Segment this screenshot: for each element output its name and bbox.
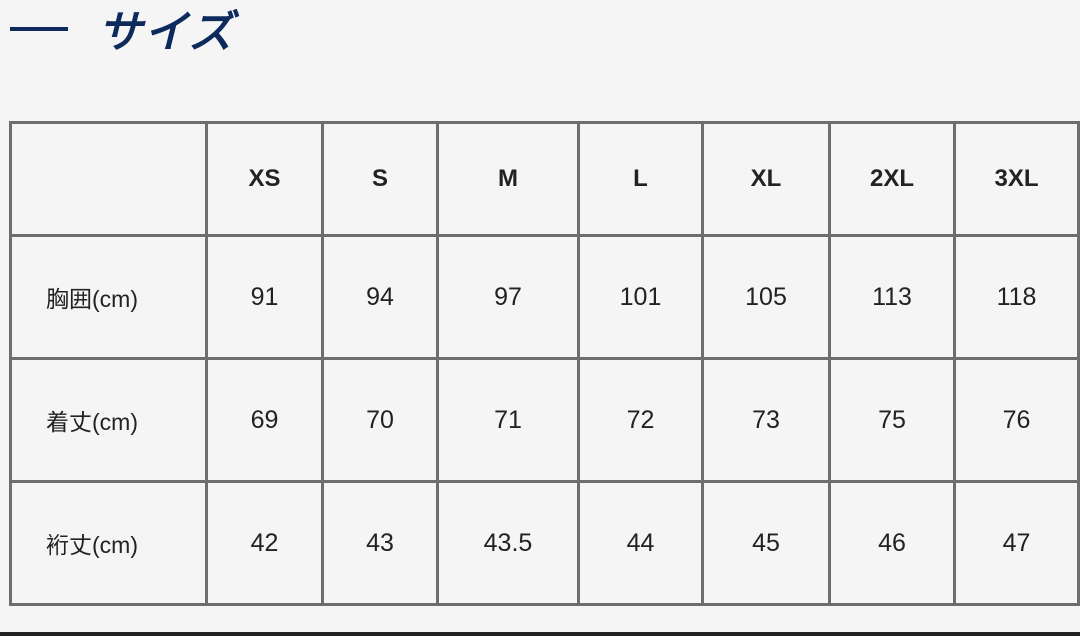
header-cell-3xl: 3XL	[953, 121, 1080, 237]
table-row-sleeve: 裄丈(cm) 42 43 43.5 44 45 46 47	[9, 480, 1080, 606]
table-cell: 118	[953, 234, 1080, 360]
header-cell-m: M	[436, 121, 580, 237]
table-cell: 76	[953, 357, 1080, 483]
header-cell-2xl: 2XL	[828, 121, 956, 237]
table-cell: 73	[701, 357, 831, 483]
table-cell: 72	[577, 357, 704, 483]
table-row-chest: 胸囲(cm) 91 94 97 101 105 113 118	[9, 234, 1080, 360]
table-row-length: 着丈(cm) 69 70 71 72 73 75 76	[9, 357, 1080, 483]
size-chart-table: XS S M L XL 2XL 3XL 胸囲(cm) 91 94 97 101 …	[9, 121, 1080, 606]
table-cell: 75	[828, 357, 956, 483]
table-cell: 71	[436, 357, 580, 483]
row-label: 胸囲(cm)	[9, 234, 208, 360]
table-cell: 45	[701, 480, 831, 606]
table-cell: 94	[321, 234, 439, 360]
table-cell: 42	[205, 480, 324, 606]
table-cell: 101	[577, 234, 704, 360]
table-cell: 47	[953, 480, 1080, 606]
title-dash-decoration	[10, 27, 68, 31]
table-cell: 44	[577, 480, 704, 606]
header-cell-empty	[9, 121, 208, 237]
section-header: サイズ	[10, 0, 235, 58]
row-label: 着丈(cm)	[9, 357, 208, 483]
table-cell: 70	[321, 357, 439, 483]
table-cell: 43	[321, 480, 439, 606]
section-title: サイズ	[98, 7, 235, 58]
header-cell-s: S	[321, 121, 439, 237]
table-header-row: XS S M L XL 2XL 3XL	[9, 121, 1080, 237]
table-cell: 91	[205, 234, 324, 360]
row-label: 裄丈(cm)	[9, 480, 208, 606]
table-cell: 97	[436, 234, 580, 360]
header-cell-l: L	[577, 121, 704, 237]
table-cell: 43.5	[436, 480, 580, 606]
table-cell: 113	[828, 234, 956, 360]
table-cell: 105	[701, 234, 831, 360]
header-cell-xs: XS	[205, 121, 324, 237]
table-cell: 69	[205, 357, 324, 483]
table-cell: 46	[828, 480, 956, 606]
bottom-divider	[0, 632, 1080, 636]
header-cell-xl: XL	[701, 121, 831, 237]
